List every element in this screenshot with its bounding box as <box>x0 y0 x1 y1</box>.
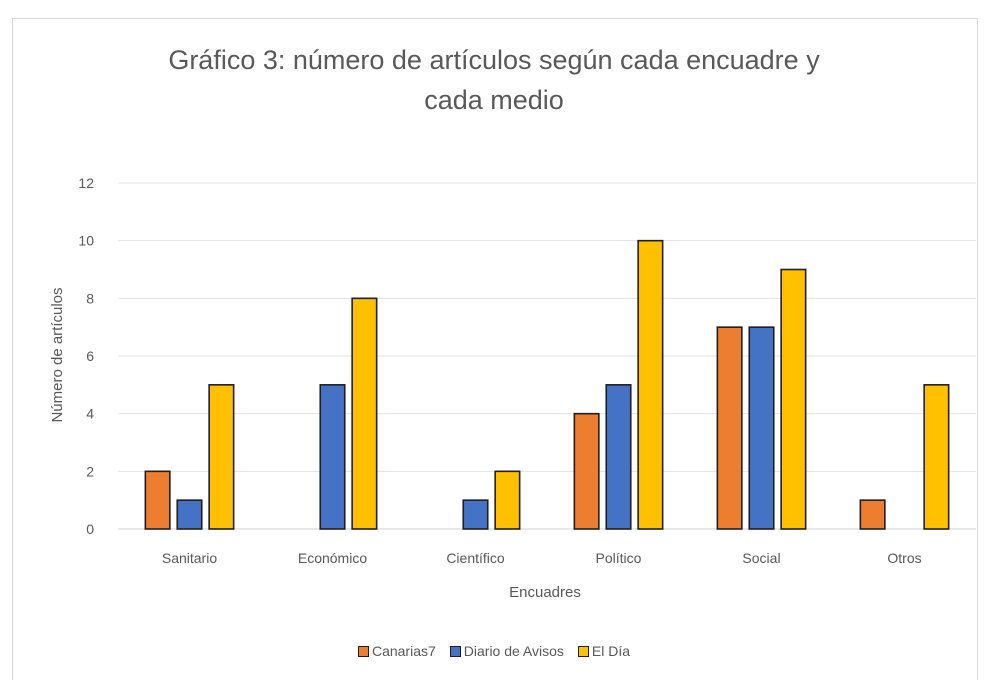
x-axis-title: Encuadres <box>509 584 581 601</box>
bar-el-dia-social <box>780 268 807 530</box>
legend: Canarias7 Diario de Avisos El Día <box>0 643 988 659</box>
y-tick-label-0: 0 <box>86 521 94 537</box>
bar-canarias7-politico <box>573 412 600 530</box>
x-tick-label-otros: Otros <box>887 550 921 566</box>
bar-diario-de-avisos-sanitario <box>176 499 203 530</box>
x-tick-label-politico: Político <box>596 550 642 566</box>
bar-el-dia-economico <box>351 297 378 530</box>
bar-el-dia-otros <box>923 384 950 530</box>
chart-frame <box>12 18 978 680</box>
bar-diario-de-avisos-economico <box>319 384 346 530</box>
x-tick-label-sanitario: Sanitario <box>162 550 217 566</box>
chart-title-line-1: Gráfico 3: número de artículos según cad… <box>168 45 820 75</box>
bar-el-dia-cientifico <box>494 470 521 530</box>
x-tick-label-social: Social <box>742 550 780 566</box>
chart-title: Gráfico 3: número de artículos según cad… <box>0 40 988 120</box>
y-tick-label-8: 8 <box>86 290 94 306</box>
legend-item-el-dia: El Día <box>577 643 631 659</box>
x-tick-label-economico: Económico <box>298 550 367 566</box>
legend-swatch-diario-de-avisos <box>449 645 461 657</box>
legend-swatch-canarias7 <box>357 645 369 657</box>
x-tick-label-cientifico: Científico <box>446 550 505 566</box>
y-axis-title: Número de artículos <box>49 287 66 422</box>
bar-canarias7-otros <box>859 499 886 530</box>
legend-label-diario-de-avisos: Diario de Avisos <box>463 643 564 659</box>
legend-label-canarias7: Canarias7 <box>371 643 436 659</box>
legend-item-diario-de-avisos: Diario de Avisos <box>449 643 564 659</box>
y-tick-label-12: 12 <box>78 175 94 191</box>
legend-label-el-dia: El Día <box>591 643 631 659</box>
y-tick-label-4: 4 <box>86 406 94 422</box>
bar-canarias7-social <box>716 326 743 530</box>
bar-el-dia-politico <box>637 239 664 530</box>
y-tick-label-6: 6 <box>86 348 94 364</box>
bar-canarias7-sanitario <box>144 470 171 530</box>
bar-diario-de-avisos-politico <box>605 384 632 530</box>
bar-diario-de-avisos-social <box>748 326 775 530</box>
legend-item-canarias7: Canarias7 <box>357 643 436 659</box>
y-tick-label-2: 2 <box>86 463 94 479</box>
y-tick-label-10: 10 <box>78 233 94 249</box>
legend-swatch-el-dia <box>577 645 589 657</box>
chart-title-line-2: cada medio <box>424 85 564 115</box>
bar-diario-de-avisos-cientifico <box>462 499 489 530</box>
bar-el-dia-sanitario <box>208 384 235 530</box>
